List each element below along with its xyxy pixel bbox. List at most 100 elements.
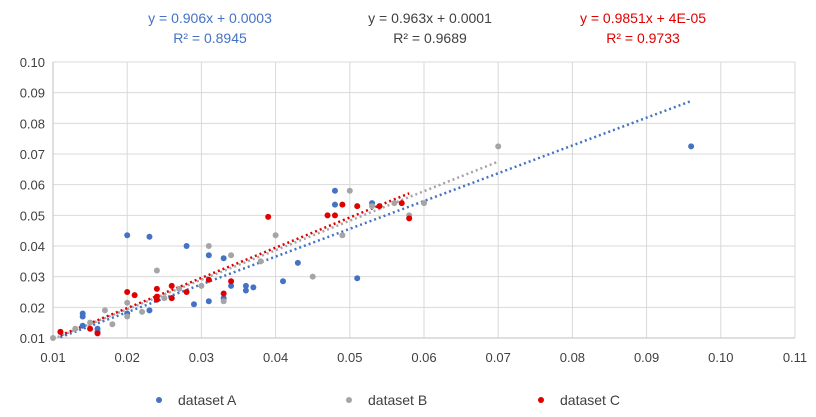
point-dataset-a [205, 298, 212, 305]
point-dataset-b [339, 232, 346, 239]
point-dataset-a [331, 201, 338, 208]
point-dataset-c [94, 330, 101, 337]
legend-item-dataset-c: dataset C [538, 392, 620, 408]
point-dataset-b [205, 243, 212, 249]
point-dataset-c [339, 201, 346, 208]
point-dataset-b [176, 285, 183, 292]
point-dataset-b [220, 298, 227, 305]
point-dataset-b [346, 187, 353, 194]
point-dataset-c [205, 276, 212, 283]
x-tick-labels: 0.01 0.02 0.03 0.04 0.05 0.06 0.07 0.08 0.09 0.10… [40, 350, 807, 365]
legend-label-dataset-c: dataset C [560, 392, 620, 408]
x-tick-label: 0.06 [411, 350, 436, 365]
x-tick-label: 0.11 [783, 350, 807, 365]
point-dataset-a [79, 322, 86, 329]
point-dataset-b [257, 258, 264, 265]
point-dataset-c [331, 212, 338, 219]
equation-dataset-b: y = 0.963x + 0.0001 R² = 0.9689 [340, 8, 520, 48]
trendline-dataset-c [59, 192, 410, 337]
y-tick-label: 0.03 [20, 270, 45, 285]
equation-dataset-c: y = 0.9851x + 4E-05 R² = 0.9733 [548, 8, 738, 48]
point-dataset-b [309, 273, 316, 280]
x-tick-label: 0.05 [337, 350, 362, 365]
point-dataset-b [391, 200, 398, 207]
y-tick-label: 0.09 [20, 86, 45, 101]
x-tick-label: 0.10 [708, 350, 733, 365]
point-dataset-a [331, 187, 338, 194]
point-dataset-a [190, 301, 197, 308]
point-dataset-b [124, 313, 131, 320]
y-tick-label: 0.05 [20, 208, 45, 223]
equation-dataset-a-formula: y = 0.906x + 0.0003 [148, 10, 272, 26]
point-dataset-c [124, 289, 131, 295]
point-dataset-a [146, 233, 153, 240]
point-dataset-c [168, 295, 175, 302]
point-dataset-b [124, 299, 131, 306]
point-dataset-b [72, 325, 79, 332]
point-dataset-c [87, 325, 94, 332]
point-dataset-c [265, 213, 272, 220]
x-tick-label: 0.07 [486, 350, 511, 365]
point-dataset-c [406, 215, 413, 222]
point-dataset-a [688, 143, 695, 150]
point-dataset-a [294, 259, 301, 266]
y-tick-label: 0.02 [20, 300, 45, 315]
x-tick-label: 0.03 [189, 350, 214, 365]
trendline-dataset-a [59, 99, 692, 339]
point-dataset-c [168, 282, 175, 289]
point-dataset-b [109, 321, 116, 328]
legend-marker-dataset-b [346, 397, 352, 403]
point-dataset-a [250, 284, 257, 291]
x-tick-label: 0.08 [560, 350, 585, 365]
point-dataset-b [153, 267, 160, 274]
point-dataset-c [57, 328, 64, 335]
point-dataset-a [183, 243, 190, 249]
equation-dataset-a: y = 0.906x + 0.0003 R² = 0.8945 [120, 8, 300, 48]
equation-dataset-a-r2: R² = 0.8945 [173, 30, 247, 46]
point-dataset-a [242, 287, 249, 294]
equation-dataset-c-formula: y = 0.9851x + 4E-05 [579, 10, 707, 26]
y-tick-label: 0.04 [20, 239, 45, 254]
x-tick-label: 0.04 [263, 350, 288, 365]
point-dataset-a [280, 278, 287, 285]
point-dataset-a [94, 325, 101, 332]
y-tick-label: 0.08 [20, 116, 45, 131]
point-dataset-a [205, 252, 212, 259]
y-tick-label: 0.06 [20, 178, 45, 193]
data-points [50, 143, 695, 341]
point-dataset-b [495, 143, 502, 150]
point-dataset-c [131, 292, 138, 299]
equation-dataset-b-formula: y = 0.963x + 0.0001 [368, 10, 492, 26]
y-tick-label: 0.01 [20, 331, 45, 346]
legend: dataset A dataset B dataset C [0, 390, 816, 412]
point-dataset-a [354, 275, 361, 282]
point-dataset-b [421, 200, 427, 207]
legend-marker-dataset-a [156, 397, 162, 403]
point-dataset-b [50, 335, 56, 341]
point-dataset-b [87, 319, 94, 326]
y-tick-label: 0.07 [20, 147, 45, 162]
point-dataset-c [183, 289, 190, 295]
point-dataset-a [220, 255, 227, 262]
point-dataset-b [139, 308, 146, 315]
legend-label-dataset-a: dataset A [178, 392, 237, 408]
axes [52, 62, 795, 339]
x-tick-label: 0.09 [634, 350, 659, 365]
point-dataset-c [398, 200, 405, 207]
point-dataset-b [272, 232, 279, 239]
point-dataset-c [324, 212, 331, 219]
legend-marker-dataset-c [538, 397, 544, 403]
legend-item-dataset-b: dataset B [346, 392, 427, 408]
point-dataset-c [153, 296, 160, 303]
point-dataset-b [161, 295, 168, 302]
point-dataset-c [228, 278, 235, 285]
point-dataset-a [146, 307, 153, 314]
point-dataset-b [228, 252, 235, 259]
y-tick-label: 0.10 [20, 55, 45, 70]
point-dataset-a [228, 282, 235, 289]
point-dataset-c [153, 285, 160, 292]
y-tick-labels: 0.01 0.02 0.03 0.04 0.05 0.06 0.07 0.08 0.09 0.10 [20, 55, 45, 346]
trendlines [52, 99, 692, 340]
point-dataset-a [79, 310, 86, 317]
